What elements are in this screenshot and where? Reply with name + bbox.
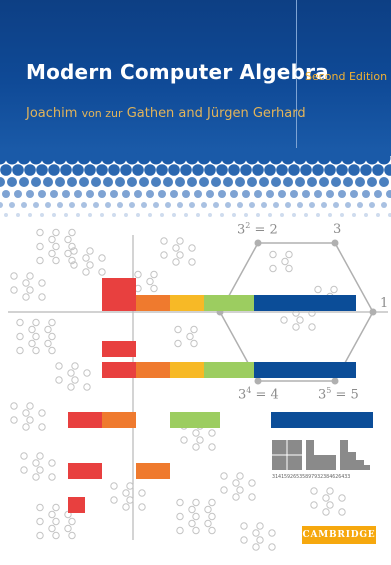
bar-orange bbox=[102, 412, 136, 428]
bar-blue bbox=[254, 295, 356, 311]
hexagon-vertex bbox=[331, 239, 339, 247]
bar-yellow bbox=[170, 295, 204, 311]
edition-label: Second Edition bbox=[305, 70, 388, 83]
title-band bbox=[0, 0, 391, 150]
bar-red bbox=[68, 463, 102, 479]
bar-orange bbox=[136, 463, 170, 479]
bar-red bbox=[102, 362, 136, 378]
pi-digits: 31415926535897932384626433 bbox=[272, 474, 351, 480]
label-three: 3 bbox=[333, 222, 342, 237]
bar-blue bbox=[254, 362, 356, 378]
author-rest: Gathen and Jürgen Gerhard bbox=[126, 106, 306, 121]
bar-orange bbox=[136, 295, 170, 311]
publisher-logo: CAMBRIDGE bbox=[302, 526, 376, 544]
halftone-pattern bbox=[0, 148, 391, 217]
author-first: Joachim bbox=[26, 106, 78, 121]
book-title: Modern Computer Algebra bbox=[26, 60, 329, 84]
bar-red bbox=[102, 278, 136, 311]
hexagon-vertex bbox=[369, 308, 377, 316]
bar-orange bbox=[136, 362, 170, 378]
authors: Joachim von zur Gathen and Jürgen Gerhar… bbox=[26, 106, 306, 121]
author-particle: von zur bbox=[81, 107, 123, 120]
bar-green bbox=[170, 412, 220, 428]
bar-red bbox=[68, 497, 85, 513]
bar-green bbox=[204, 362, 254, 378]
label-one: 1 bbox=[380, 296, 389, 311]
bar-red bbox=[68, 412, 102, 428]
hexagon-vertex bbox=[254, 377, 262, 385]
bar-blue bbox=[271, 412, 373, 428]
equation-3-fourth: 34 = 4 bbox=[238, 386, 279, 403]
bar-yellow bbox=[170, 362, 204, 378]
hexagon-vertex bbox=[331, 377, 339, 385]
equation-3-squared: 32 = 2 bbox=[237, 221, 278, 238]
bar-red bbox=[102, 341, 136, 357]
bar-green bbox=[204, 295, 254, 311]
lattice-loops bbox=[10, 228, 346, 551]
equation-3-fifth: 35 = 5 bbox=[318, 386, 359, 403]
title-divider bbox=[296, 0, 297, 150]
hexagon-vertex bbox=[254, 239, 262, 247]
